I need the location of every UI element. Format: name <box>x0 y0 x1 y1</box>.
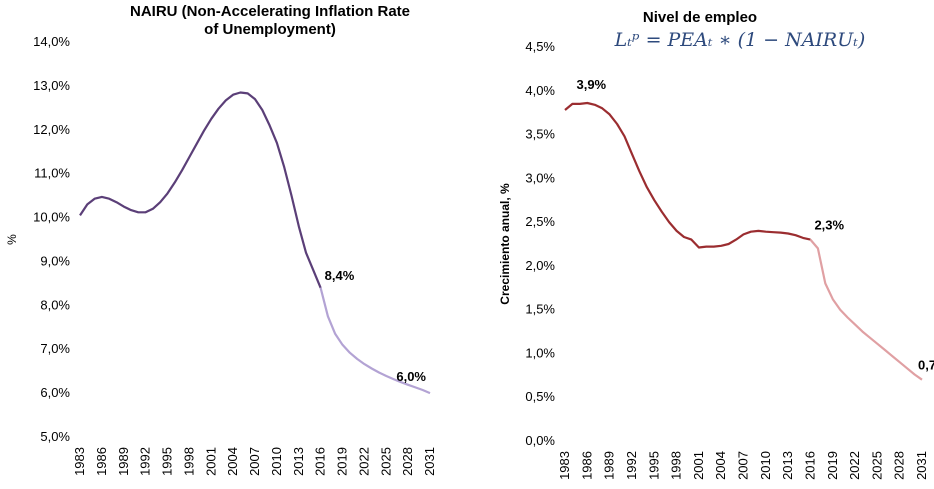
y-tick-label: 4,5% <box>525 39 555 54</box>
x-tick-label: 2013 <box>291 447 306 476</box>
annotation: 0,7% <box>918 358 934 373</box>
x-tick-label: 1992 <box>138 447 153 476</box>
y-tick-label: 10,0% <box>33 210 70 225</box>
x-tick-label: 1986 <box>94 447 109 476</box>
chart-title: Nivel de empleo <box>643 9 757 26</box>
x-tick-label: 2031 <box>422 447 437 476</box>
x-tick-label: 1998 <box>181 447 196 476</box>
y-tick-label: 11,0% <box>34 166 70 181</box>
y-tick-label: 2,5% <box>525 214 555 229</box>
x-tick-label: 1992 <box>624 451 639 480</box>
y-tick-label: 6,0% <box>40 385 70 400</box>
y-tick-label: 0,0% <box>525 433 555 448</box>
x-tick-label: 2007 <box>736 451 751 480</box>
x-tick-label: 2007 <box>247 447 262 476</box>
y-tick-label: 7,0% <box>40 341 70 356</box>
y-axis-label: % <box>5 234 19 245</box>
y-tick-label: 1,0% <box>525 345 555 360</box>
annotation: 6,0% <box>396 369 426 384</box>
x-tick-label: 1989 <box>116 447 131 476</box>
x-tick-label: 1983 <box>557 451 572 480</box>
x-tick-label: 2001 <box>691 451 706 480</box>
y-tick-label: 8,0% <box>40 297 70 312</box>
x-tick-label: 2025 <box>869 451 884 480</box>
x-tick-label: 1995 <box>646 451 661 480</box>
x-tick-label: 2016 <box>313 447 328 476</box>
y-tick-label: 9,0% <box>40 253 70 268</box>
y-axis-label: Crecimiento anual, % <box>498 183 512 305</box>
annotation: 8,4% <box>325 268 355 283</box>
y-tick-label: 14,0% <box>33 34 70 49</box>
x-tick-label: 2028 <box>400 447 415 476</box>
y-tick-label: 13,0% <box>33 78 70 93</box>
x-tick-label: 2010 <box>269 447 284 476</box>
y-tick-label: 2,0% <box>525 258 555 273</box>
series-line <box>319 287 431 395</box>
x-tick-label: 2025 <box>378 447 393 476</box>
x-tick-label: 2028 <box>892 451 907 480</box>
y-tick-label: 3,0% <box>525 170 555 185</box>
x-tick-label: 1989 <box>602 451 617 480</box>
x-tick-label: 2031 <box>914 451 929 480</box>
series-line <box>809 238 923 381</box>
x-tick-label: 1998 <box>669 451 684 480</box>
x-tick-label: 2001 <box>203 447 218 476</box>
x-tick-label: 2022 <box>847 451 862 480</box>
x-tick-label: 1983 <box>72 447 87 476</box>
annotation: 3,9% <box>576 77 606 92</box>
x-tick-label: 1995 <box>160 447 175 476</box>
series-line <box>79 91 322 289</box>
y-tick-label: 3,5% <box>525 127 555 142</box>
x-tick-label: 2019 <box>335 447 350 476</box>
chart-subtitle: Lₜᵖ = PEAₜ ∗ (1 − NAIRUₜ) <box>614 29 866 51</box>
y-tick-label: 5,0% <box>40 429 70 444</box>
chart-title: of Unemployment) <box>204 21 336 38</box>
series-line <box>564 101 811 249</box>
annotation: 2,3% <box>814 218 844 233</box>
y-tick-label: 1,5% <box>525 302 555 317</box>
y-tick-label: 12,0% <box>33 122 70 137</box>
chart-title: NAIRU (Non-Accelerating Inflation Rate <box>130 3 410 20</box>
y-tick-label: 0,5% <box>525 389 555 404</box>
x-tick-label: 2022 <box>356 447 371 476</box>
x-tick-label: 2016 <box>802 451 817 480</box>
x-tick-label: 2004 <box>713 451 728 480</box>
x-tick-label: 2004 <box>225 447 240 476</box>
x-tick-label: 2013 <box>780 451 795 480</box>
x-tick-label: 1986 <box>579 451 594 480</box>
x-tick-label: 2019 <box>825 451 840 480</box>
y-tick-label: 4,0% <box>525 83 555 98</box>
x-tick-label: 2010 <box>758 451 773 480</box>
